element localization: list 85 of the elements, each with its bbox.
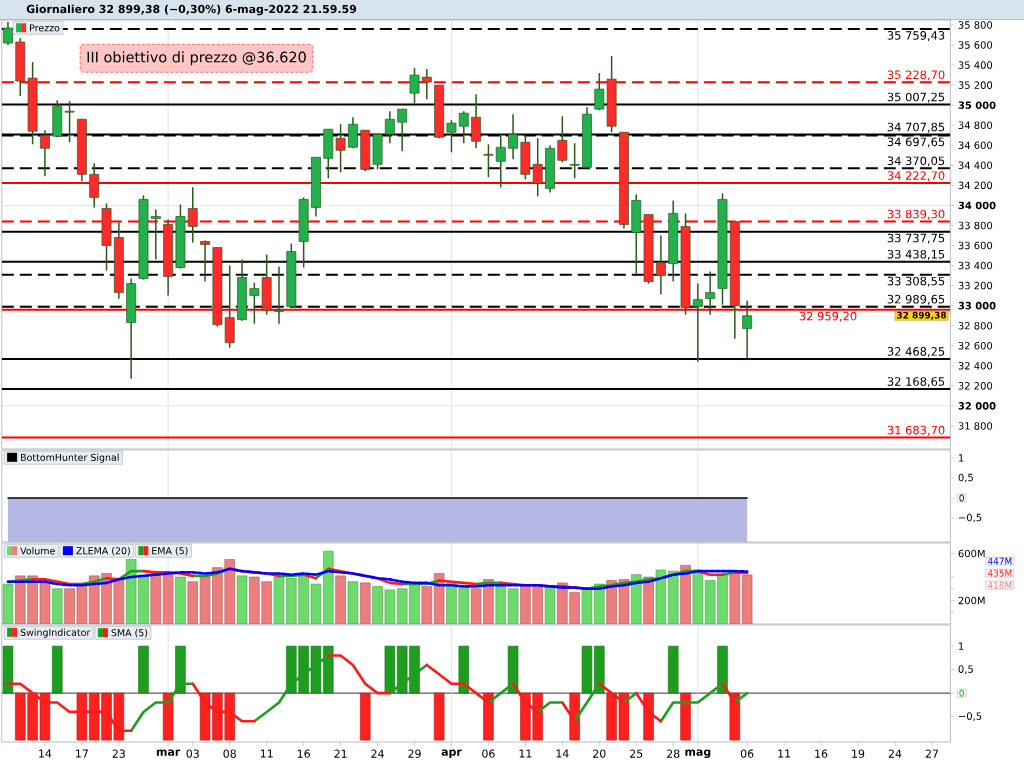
y-tick-label: 600M bbox=[958, 549, 985, 558]
chart-title: Giornaliero 32 899,38 (−0,30%) 6-mag-2022 21.59.59 bbox=[26, 4, 357, 16]
y-tick-label: 33 000 bbox=[958, 301, 996, 310]
text: 0 bbox=[959, 494, 964, 502]
x-tick-label: 21 bbox=[334, 749, 347, 758]
y-tick-label: 34 000 bbox=[958, 201, 996, 210]
y-tick-label: 34 200 bbox=[958, 181, 993, 190]
legend-label: BottomHunter Signal bbox=[21, 453, 119, 463]
ref-line-label: 35 007,25 bbox=[887, 92, 945, 103]
legend-label: Prezzo bbox=[30, 24, 60, 32]
x-tick-label: 29 bbox=[408, 749, 421, 758]
ref-line-label: 31 683,70 bbox=[887, 425, 945, 436]
x-tick-label: 19 bbox=[852, 749, 865, 758]
text: 418M bbox=[987, 581, 1012, 589]
y-tick-label: 33 800 bbox=[958, 221, 993, 230]
annotation: III obiettivo di prezzo @36.620 bbox=[87, 51, 306, 66]
x-tick-label: 14 bbox=[556, 749, 569, 758]
x-tick-label: 06 bbox=[740, 749, 754, 758]
x-tick-label: 27 bbox=[925, 749, 938, 758]
x-tick-label: mag bbox=[685, 749, 711, 758]
legend-label: EMA (5) bbox=[152, 546, 188, 556]
x-tick-label: 03 bbox=[186, 749, 199, 758]
y-tick-label: 34 800 bbox=[958, 121, 993, 129]
ref-line-label: 32 168,65 bbox=[887, 377, 945, 387]
y-tick-label: 35 000 bbox=[958, 101, 996, 109]
ref-line-label: 32 468,25 bbox=[887, 347, 945, 357]
legend-label: SwingIndicator bbox=[20, 628, 91, 638]
x-tick-label: 16 bbox=[815, 749, 828, 758]
y-tick-label: 1 bbox=[959, 642, 964, 650]
x-tick-label: 20 bbox=[593, 749, 606, 758]
y-tick-label: 35 600 bbox=[958, 41, 993, 49]
ref-line-label: 34 707,85 bbox=[887, 122, 945, 133]
ref-line-label: 32 989,65 bbox=[887, 294, 945, 305]
y-tick-label: 32 200 bbox=[958, 382, 993, 390]
x-tick-label: mar bbox=[156, 749, 181, 756]
y-tick-label: 33 200 bbox=[958, 281, 993, 290]
text: 447M bbox=[987, 557, 1012, 565]
ref-line-label: 34 697,65 bbox=[887, 137, 945, 148]
y-tick-label: 32 000 bbox=[958, 402, 996, 410]
y-tick-label: 33 400 bbox=[958, 261, 993, 270]
y-tick-label: −0,5 bbox=[958, 513, 982, 523]
x-tick-label: 23 bbox=[112, 749, 125, 758]
ref-line-label: 33 308,55 bbox=[887, 276, 945, 287]
x-tick-label: 28 bbox=[667, 749, 680, 758]
ref-line-label: 33 839,30 bbox=[887, 209, 945, 220]
y-tick-label: 34 400 bbox=[958, 161, 993, 170]
ref-line-label: 35 228,70 bbox=[887, 70, 945, 81]
annotation: 32 899,38 bbox=[897, 311, 947, 320]
y-tick-label: −0,5 bbox=[958, 712, 982, 721]
x-tick-label: 08 bbox=[223, 749, 236, 758]
ref-line-label: 35 759,43 bbox=[887, 31, 945, 41]
y-tick-label: 200M bbox=[958, 596, 985, 605]
y-tick-label: 35 400 bbox=[958, 61, 993, 69]
y-tick-label: 32 800 bbox=[958, 321, 993, 330]
legend-label: Volume bbox=[20, 547, 55, 555]
ref-line-label: 33 438,15 bbox=[887, 249, 945, 260]
x-tick-label: 17 bbox=[76, 749, 88, 758]
y-tick-label: 35 800 bbox=[958, 21, 993, 29]
text: 0 bbox=[959, 689, 964, 697]
x-tick-label: 11 bbox=[260, 749, 273, 758]
y-tick-label: 0,5 bbox=[958, 473, 973, 483]
x-tick-label: 11 bbox=[778, 749, 791, 758]
y-tick-label: 32 600 bbox=[958, 341, 993, 350]
x-tick-label: 16 bbox=[297, 749, 310, 758]
x-tick-label: 24 bbox=[888, 749, 902, 758]
x-tick-label: apr bbox=[441, 749, 462, 758]
ref-line-label: 34 370,05 bbox=[887, 156, 945, 167]
y-tick-label: 0,5 bbox=[958, 665, 973, 674]
ref-line-label: 33 737,75 bbox=[887, 233, 945, 244]
x-tick-label: 06 bbox=[482, 749, 495, 758]
text: 435M bbox=[987, 569, 1012, 577]
y-tick-label: 31 800 bbox=[958, 422, 993, 430]
legend-label: SMA (5) bbox=[111, 628, 148, 638]
ref-line-label: 32 959,20 bbox=[799, 311, 857, 322]
y-tick-label: 35 200 bbox=[958, 81, 993, 89]
y-tick-label: 32 400 bbox=[958, 362, 993, 370]
x-tick-label: 14 bbox=[39, 749, 52, 758]
x-tick-label: 24 bbox=[371, 749, 384, 758]
y-tick-label: 33 600 bbox=[958, 241, 993, 250]
x-tick-label: 25 bbox=[630, 749, 643, 758]
legend-label: ZLEMA (20) bbox=[76, 546, 130, 556]
x-tick-label: 11 bbox=[519, 749, 532, 758]
y-tick-label: 1 bbox=[959, 454, 964, 462]
ref-line-label: 34 222,70 bbox=[887, 171, 945, 182]
y-tick-label: 34 600 bbox=[958, 141, 993, 150]
